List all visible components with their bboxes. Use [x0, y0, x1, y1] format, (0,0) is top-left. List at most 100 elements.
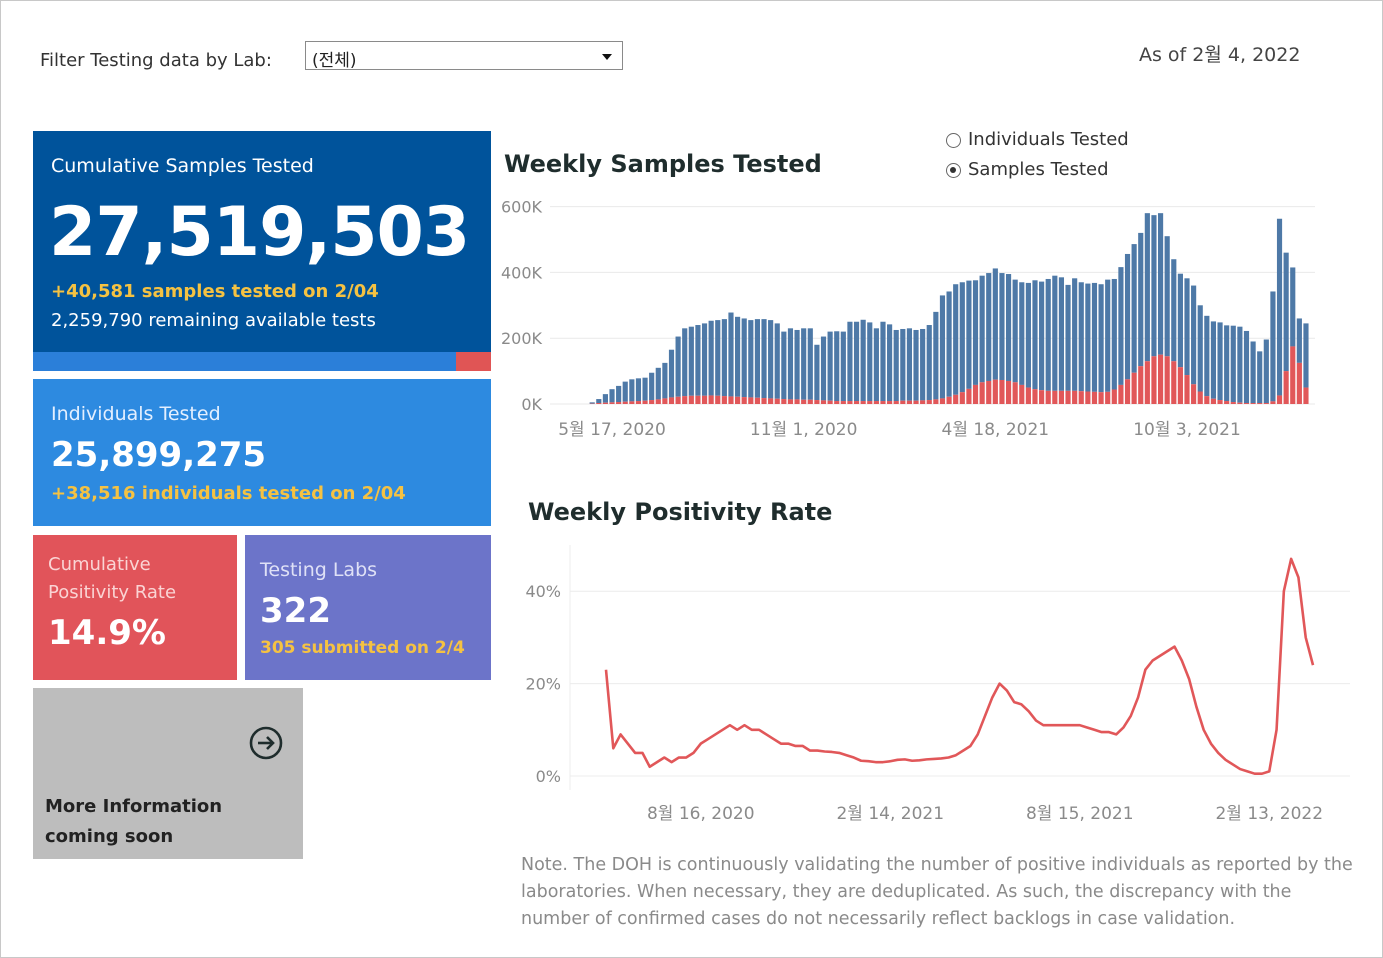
- bar-positive: [721, 396, 727, 404]
- bar-positive: [1091, 391, 1098, 404]
- bar-positive: [1177, 367, 1183, 404]
- cumulative-samples-value: 27,519,503: [49, 193, 470, 272]
- bar-positive: [1131, 372, 1137, 404]
- toggle-samples[interactable]: Samples Tested: [946, 159, 1109, 180]
- bar-positive: [959, 392, 965, 404]
- tests-capacity-bar: [33, 352, 491, 371]
- as-of-date: As of 2월 4, 2022: [1139, 44, 1301, 66]
- bar-positive: [920, 400, 926, 404]
- dropdown-arrow-icon[interactable]: [602, 54, 612, 60]
- bar-positive: [1230, 402, 1236, 404]
- bar-negative: [1237, 326, 1243, 403]
- bar-negative: [761, 319, 767, 399]
- bar-positive: [939, 398, 946, 404]
- positivity-line: [604, 557, 1315, 775]
- weekly-samples-chart: 0K 200K 400K 600K 5월 17, 2020 11월 1, 2020 4월 1…: [501, 198, 1315, 440]
- bar-negative: [972, 280, 979, 385]
- bar-negative: [675, 336, 681, 397]
- bar-positive: [1058, 390, 1065, 404]
- bar-negative: [1111, 278, 1117, 390]
- bar-negative: [926, 325, 932, 401]
- bar-negative: [847, 321, 853, 402]
- testing-labs-value: 322: [260, 591, 331, 631]
- bar-negative: [1091, 282, 1098, 392]
- bar-positive: [1157, 354, 1164, 404]
- bar-negative: [920, 328, 926, 401]
- bar-negative: [1157, 213, 1164, 355]
- arrow-right-circle-icon[interactable]: [249, 726, 283, 760]
- bar-positive: [972, 384, 979, 404]
- bar-negative: [873, 328, 879, 402]
- bar-negative: [1303, 323, 1309, 388]
- bar-positive: [1270, 401, 1276, 404]
- bar-positive: [1204, 396, 1210, 404]
- bar-positive: [609, 402, 615, 404]
- weekly-positivity-chart: 0% 20% 40% 8월 16, 2020 2월 14, 2021 8월 15, 202…: [525, 545, 1350, 824]
- bar-positive: [1032, 389, 1038, 404]
- bar-negative: [953, 284, 959, 395]
- bar-negative: [1045, 278, 1051, 391]
- weekly-samples-title: Weekly Samples Tested: [504, 150, 822, 178]
- x-tick-label: 5월 17, 2020: [558, 420, 666, 440]
- bar-positive: [668, 397, 675, 404]
- bar-positive: [867, 401, 873, 404]
- bar-negative: [900, 328, 906, 401]
- bar-positive: [1039, 390, 1045, 404]
- bar-positive: [1171, 361, 1177, 404]
- bar-positive: [1144, 361, 1150, 404]
- cumulative-samples-card: Cumulative Samples Tested 27,519,503 +40…: [33, 131, 491, 371]
- bar-negative: [893, 329, 899, 402]
- bar-negative: [1005, 274, 1012, 381]
- bar-positive: [1078, 391, 1084, 404]
- bar-positive: [979, 382, 985, 404]
- bar-positive: [708, 395, 714, 404]
- radio-samples-icon[interactable]: [946, 163, 961, 178]
- bar-positive: [999, 379, 1005, 404]
- bar-positive: [1237, 402, 1243, 404]
- bar-negative: [1197, 305, 1203, 392]
- bar-negative: [814, 344, 820, 401]
- bar-positive: [1184, 375, 1190, 404]
- bar-positive: [1276, 395, 1283, 404]
- bar-negative: [1243, 330, 1250, 404]
- bar-positive: [1012, 382, 1018, 404]
- bar-positive: [701, 395, 708, 404]
- bar-positive: [649, 400, 655, 404]
- lab-filter-dropdown[interactable]: (전체): [305, 41, 623, 71]
- bar-positive: [1052, 390, 1058, 404]
- testing-labs-title: Testing Labs: [260, 559, 378, 581]
- bar-negative: [1085, 283, 1091, 392]
- more-info-line1: More Information: [45, 796, 223, 817]
- bar-negative: [1177, 273, 1183, 368]
- bar-positive: [602, 402, 608, 404]
- bar-negative: [1012, 279, 1018, 383]
- testing-labs-delta: 305 submitted on 2/4: [260, 638, 465, 658]
- bar-negative: [1250, 341, 1256, 404]
- bar-negative: [781, 331, 787, 400]
- bar-positive: [1045, 390, 1051, 404]
- bar-negative: [787, 328, 794, 400]
- bar-negative: [1276, 218, 1283, 396]
- bar-negative: [715, 320, 721, 396]
- y-tick-label: 600K: [501, 198, 543, 217]
- bar-negative: [748, 320, 754, 398]
- bar-negative: [1144, 213, 1150, 362]
- bar-negative: [807, 328, 813, 400]
- bar-positive: [820, 400, 827, 404]
- bar-positive: [906, 400, 913, 404]
- bar-negative: [1032, 280, 1038, 390]
- bar-positive: [880, 401, 886, 404]
- more-info-card[interactable]: More Information coming soon: [33, 688, 303, 859]
- y-tick-label: 20%: [525, 675, 561, 694]
- toggle-individuals[interactable]: Individuals Tested: [946, 129, 1129, 150]
- bar-positive: [1118, 384, 1124, 404]
- bar-positive: [1065, 390, 1071, 404]
- radio-individuals-icon[interactable]: [946, 133, 961, 148]
- bar-negative: [1052, 275, 1058, 391]
- bar-negative: [801, 328, 807, 400]
- bar-negative: [701, 323, 708, 396]
- bar-positive: [695, 395, 701, 404]
- bar-negative: [616, 385, 622, 403]
- bar-positive: [1290, 346, 1296, 404]
- bar-positive: [682, 396, 688, 404]
